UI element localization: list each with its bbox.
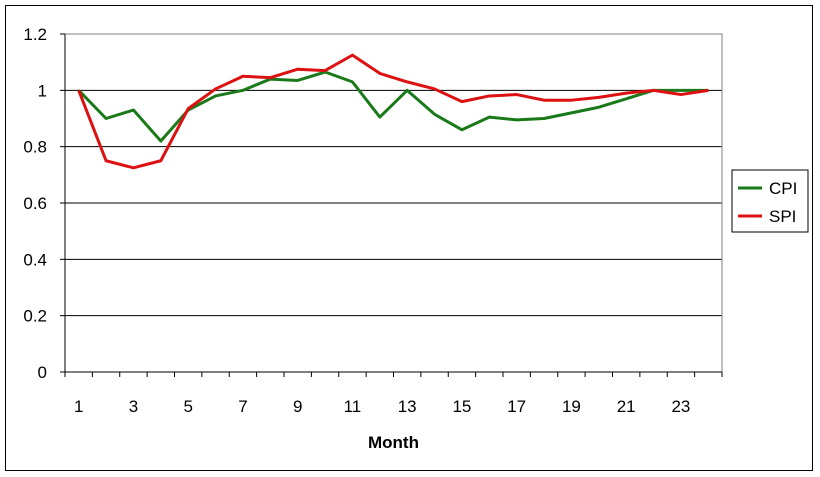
x-tick-label: 15 [452,397,471,416]
x-tick-label: 19 [562,397,581,416]
x-tick-label: 5 [183,397,192,416]
x-tick-label: 3 [129,397,138,416]
y-tick-label: 1 [38,81,47,100]
y-tick-label: 1.2 [23,25,47,44]
legend-box [731,169,809,233]
axes: 00.20.40.60.811.21 3 5 7 9 11 13 15 17 19 21 23 [23,25,723,416]
x-tick-label: 23 [671,397,690,416]
y-tick-label: 0.6 [23,194,47,213]
y-tick-label: 0.8 [23,138,47,157]
series-line-cpi [77,70,709,143]
gridlines [65,89,722,317]
x-tick-label: 11 [344,397,362,416]
series-line-spi [77,53,709,170]
y-tick-label: 0.2 [23,307,47,326]
x-tick-label: 17 [507,397,526,416]
x-tick-label: 1 [74,397,83,416]
legend-label-spi: SPI [769,207,796,226]
legend: CPI SPI [731,169,809,233]
x-tick-label: 9 [293,397,302,416]
series-lines [77,53,709,170]
x-axis-title: Month [368,433,419,452]
legend-label-cpi: CPI [769,179,797,198]
y-tick-label: 0.4 [23,250,47,269]
x-tick-label: 13 [398,397,417,416]
y-tick-label: 0 [38,363,47,382]
x-tick-label: 7 [238,397,247,416]
x-tick-label: 21 [617,397,636,416]
